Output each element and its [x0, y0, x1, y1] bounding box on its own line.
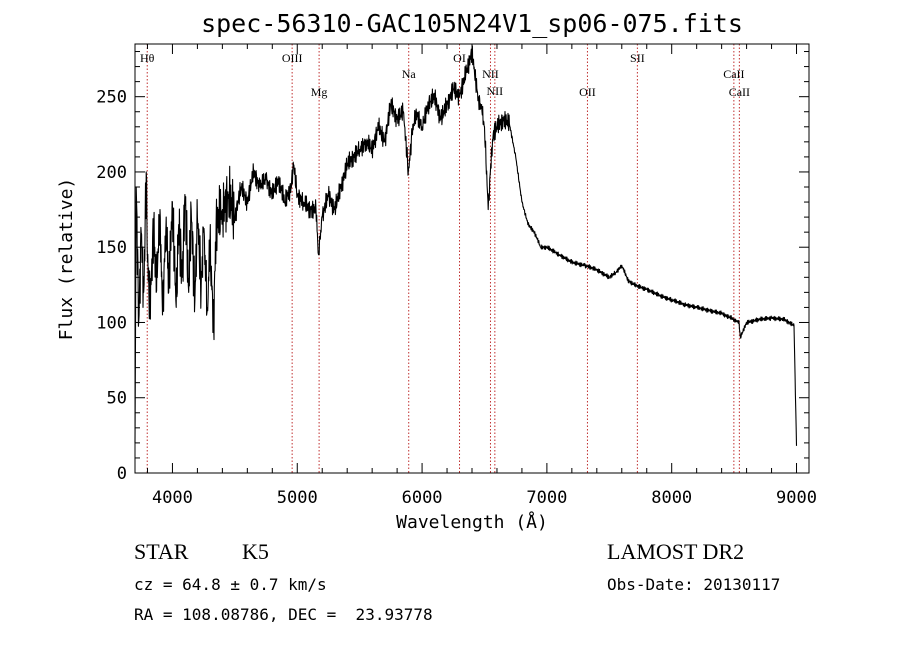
obs-date-text: Obs-Date: 20130117: [607, 575, 781, 594]
x-tick-label: 5000: [277, 488, 318, 508]
y-tick-label: 200: [96, 163, 127, 183]
annotation-lines: [146, 44, 740, 473]
annotation-label: CaII: [723, 67, 744, 81]
annotation-label: Na: [402, 67, 417, 81]
object-class-text: STAR: [134, 539, 189, 564]
annotation-label: OII: [579, 85, 596, 99]
coords-text: RA = 108.08786, DEC = 23.93778: [134, 605, 433, 624]
annotation-label: NII: [487, 84, 504, 98]
annotation-label: Hθ: [140, 51, 155, 65]
y-tick-label: 150: [96, 238, 127, 258]
annotation-label: OI: [453, 51, 466, 65]
series-line-spectrum: [134, 45, 798, 446]
x-tick-label: 8000: [651, 488, 692, 508]
subclass-text: K5: [242, 539, 269, 564]
x-tick-label: 4000: [152, 488, 193, 508]
y-tick-label: 100: [96, 313, 127, 333]
plot-frame: [134, 43, 810, 474]
y-axis-label: Flux (relative): [56, 178, 77, 341]
y-axis: 0 50 100 150 200 250: [96, 51, 809, 484]
x-tick-label: 6000: [402, 488, 443, 508]
x-axis: 4000 5000 6000 7000 8000 9000: [146, 44, 817, 508]
annotation-label: NII: [482, 67, 499, 81]
annotation-labels: Hθ OIII Mg Na OI NII NII OII SII CaII CaII: [140, 51, 750, 99]
y-tick-label: 50: [107, 389, 127, 409]
cz-text: cz = 64.8 ± 0.7 km/s: [134, 575, 327, 594]
annotation-label: SII: [630, 51, 645, 65]
annotation-label: CaII: [729, 85, 750, 99]
y-tick-label: 250: [96, 88, 127, 108]
y-tick-label: 0: [117, 464, 127, 484]
chart-title: spec-56310-GAC105N24V1_sp06-075.fits: [201, 9, 743, 38]
survey-text: LAMOST DR2: [607, 539, 745, 564]
annotation-label: OIII: [282, 51, 303, 65]
annotation-label: Mg: [311, 85, 328, 99]
x-tick-label: 7000: [526, 488, 567, 508]
x-axis-label: Wavelength (Å): [396, 511, 548, 533]
x-tick-label: 9000: [776, 488, 817, 508]
